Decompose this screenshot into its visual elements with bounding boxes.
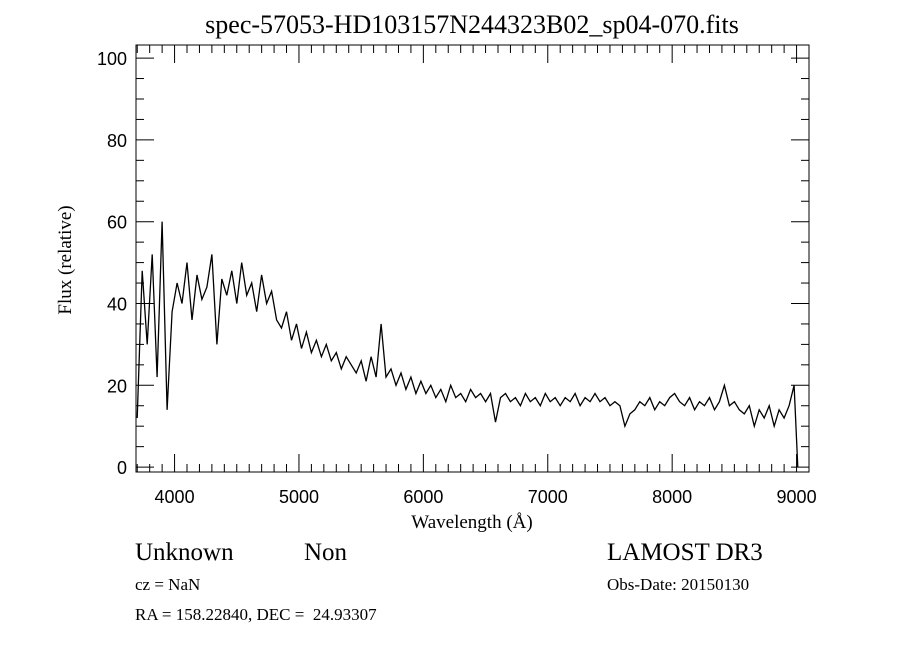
x-tick-label: 4000 bbox=[155, 487, 195, 507]
survey-label: LAMOST DR3 bbox=[607, 539, 763, 566]
plot-frame bbox=[135, 44, 810, 473]
y-axis-label: Flux (relative) bbox=[55, 205, 76, 314]
chart-title: spec-57053-HD103157N244323B02_sp04-070.f… bbox=[205, 10, 739, 39]
y-tick-label: 20 bbox=[107, 376, 127, 396]
y-tick-label: 0 bbox=[117, 458, 127, 478]
x-tick-label: 6000 bbox=[403, 487, 443, 507]
y-tick-label: 40 bbox=[107, 294, 127, 314]
x-tick-label: 9000 bbox=[777, 487, 817, 507]
y-tick-label: 100 bbox=[97, 49, 127, 69]
x-tick-label: 7000 bbox=[528, 487, 568, 507]
x-tick-label: 5000 bbox=[279, 487, 319, 507]
y-tick-label: 80 bbox=[107, 131, 127, 151]
redshift-label: cz = NaN bbox=[135, 575, 200, 594]
obs-date-label: Obs-Date: 20150130 bbox=[607, 575, 749, 594]
coordinates-label: RA = 158.22840, DEC = 24.93307 bbox=[135, 605, 377, 624]
x-tick-label: 8000 bbox=[652, 487, 692, 507]
spectrum-line bbox=[136, 221, 799, 468]
y-tick-label: 60 bbox=[107, 213, 127, 233]
series-flux bbox=[136, 221, 799, 468]
object-subclass: Non bbox=[304, 539, 348, 566]
object-class: Unknown bbox=[135, 539, 234, 566]
axes: 4000 5000 6000 7000 8000 9000 0 20 40 60 80 100 bbox=[97, 44, 817, 507]
x-axis-label: Wavelength (Å) bbox=[411, 512, 532, 533]
